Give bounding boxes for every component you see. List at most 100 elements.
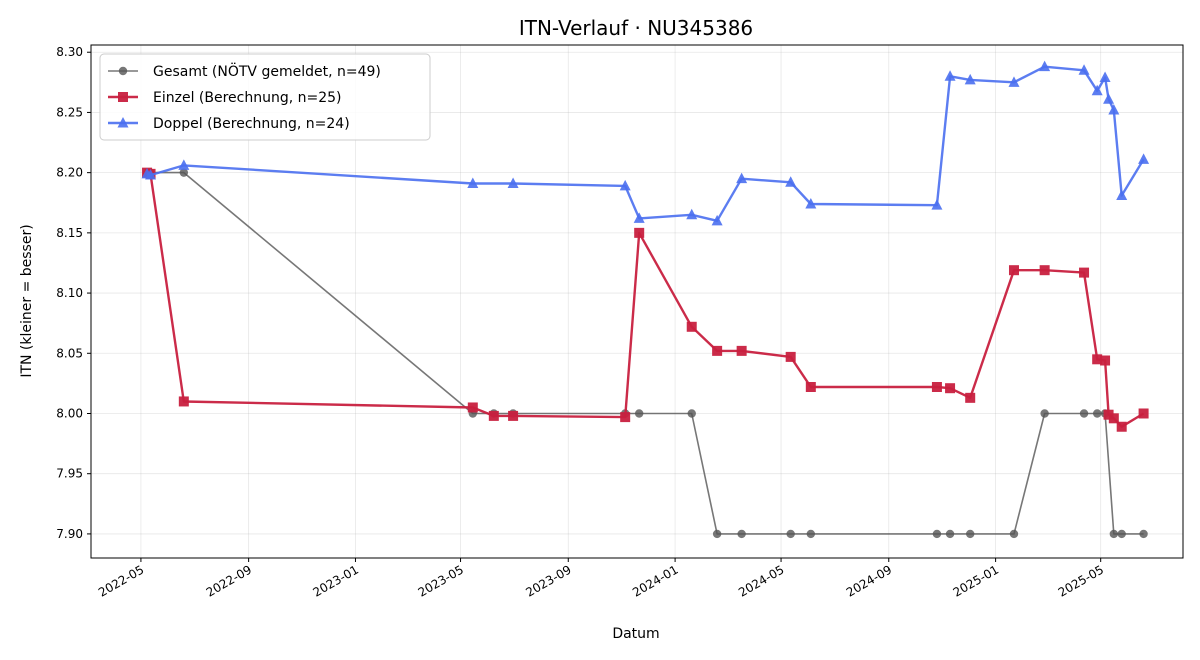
chart-title: ITN-Verlauf · NU345386 [519, 16, 753, 40]
series-doppel-point [964, 73, 976, 85]
y-tick-label: 8.15 [56, 226, 83, 240]
legend-einzel-label: Einzel (Berechnung, n=25) [153, 90, 342, 106]
plot-frame [90, 44, 1184, 559]
series-gesamt-point [1040, 409, 1049, 418]
series-einzel [142, 167, 1149, 432]
x-axis-label: Datum [612, 626, 659, 642]
y-tick-label: 8.30 [56, 45, 83, 59]
series-einzel-point [1079, 267, 1090, 278]
y-tick-label: 8.00 [56, 406, 83, 420]
series-doppel-point [1099, 71, 1111, 83]
x-tick-label: 2024-01 [630, 562, 680, 599]
legend-gesamt-marker [118, 66, 128, 76]
y-tick-label: 8.25 [56, 105, 83, 119]
x-axis: 2022-05 2022-09 2023-01 2023-05 2023-09 2024-… [96, 558, 1106, 600]
series-einzel-point [931, 382, 942, 392]
series-gesamt-point [1009, 529, 1019, 539]
series-gesamt-point [712, 529, 722, 539]
series-doppel-point [633, 212, 645, 223]
series-gesamt-point [179, 168, 189, 177]
series-layer [141, 60, 1150, 539]
series-gesamt-point [806, 529, 816, 539]
series-doppel-point [931, 199, 943, 210]
series-einzel-point [1092, 354, 1103, 365]
series-einzel-point [1138, 408, 1149, 419]
series-doppel-point [1091, 84, 1103, 96]
series-doppel-point [944, 70, 956, 81]
series-doppel-point [145, 169, 157, 180]
y-tick-label: 7.95 [56, 467, 83, 481]
series-gesamt-point [966, 529, 975, 539]
series-doppel-point [507, 177, 519, 188]
series-doppel-point [736, 172, 748, 184]
series-einzel-point [1108, 413, 1119, 424]
series-einzel-point [686, 321, 697, 332]
series-doppel-point [1008, 76, 1020, 87]
series-doppel-point [1039, 60, 1051, 72]
series-einzel-point [1100, 355, 1111, 366]
series-doppel-point [711, 214, 723, 226]
series-einzel-point [965, 392, 976, 403]
series-einzel-point [1039, 265, 1050, 276]
series-gesamt-point [1117, 529, 1126, 539]
series-einzel-line [146, 171, 1145, 428]
series-einzel-point [805, 382, 816, 392]
series-doppel-point [467, 177, 479, 188]
legend-einzel-marker [118, 92, 128, 102]
legend: Gesamt (NÖTV gemeldet, n=49) Einzel (Bere… [99, 53, 431, 141]
series-einzel-point [178, 396, 189, 407]
series-doppel-point [178, 159, 190, 170]
series-doppel-point [785, 176, 797, 187]
y-tick-label: 8.20 [56, 166, 83, 180]
series-einzel-point [785, 351, 796, 362]
x-tick-label: 2022-05 [96, 562, 146, 599]
series-gesamt-point [932, 529, 942, 539]
y-tick-label: 8.05 [56, 346, 83, 360]
series-gesamt-point [634, 409, 644, 418]
series-doppel-point [1138, 153, 1150, 164]
series-doppel-point [1108, 104, 1120, 115]
series-einzel-point [620, 412, 631, 423]
series-gesamt-point [945, 529, 955, 539]
series-einzel-point [1103, 409, 1114, 420]
y-axis: 7.90 7.95 8.00 8.05 8.10 8.15 8.20 8.25 8.30 [56, 45, 91, 541]
series-gesamt-point [786, 529, 795, 539]
series-gesamt-point [737, 529, 746, 539]
x-tick-label: 2023-01 [311, 562, 361, 599]
series-einzel-point [712, 345, 723, 356]
series-doppel-point [619, 179, 631, 191]
series-doppel-point [1103, 93, 1115, 104]
x-tick-label: 2023-05 [416, 562, 466, 599]
series-gesamt-point [1109, 529, 1119, 539]
series-einzel-point [736, 345, 747, 356]
series-doppel [141, 60, 1150, 226]
series-doppel-point [1078, 64, 1090, 75]
series-gesamt-point [687, 409, 696, 418]
series-einzel-point [945, 383, 956, 394]
series-einzel-point [508, 410, 519, 421]
series-doppel-point [1116, 189, 1128, 201]
series-gesamt-point [1079, 409, 1089, 418]
legend-doppel-marker [117, 117, 129, 128]
x-tick-label: 2025-05 [1056, 562, 1106, 599]
series-einzel-point [488, 410, 499, 421]
y-tick-label: 8.10 [56, 286, 83, 300]
x-tick-label: 2024-09 [844, 562, 894, 599]
legend-doppel-label: Doppel (Berechnung, n=24) [153, 116, 350, 132]
series-gesamt-point [1092, 409, 1102, 418]
legend-box [99, 53, 431, 141]
y-axis-label: ITN (kleiner = besser) [19, 224, 35, 377]
series-einzel-point [1008, 265, 1019, 276]
series-gesamt-point [1139, 529, 1148, 539]
x-tick-label: 2025-01 [951, 562, 1001, 599]
x-tick-label: 2022-09 [204, 562, 254, 599]
series-doppel-point [805, 197, 817, 209]
x-tick-label: 2023-09 [523, 562, 573, 599]
series-einzel-point [1116, 421, 1127, 432]
series-doppel-point [686, 208, 698, 220]
y-tick-label: 7.90 [56, 527, 83, 541]
series-einzel-point [467, 402, 478, 413]
x-tick-label: 2024-05 [736, 562, 786, 599]
series-einzel-point [634, 227, 645, 238]
